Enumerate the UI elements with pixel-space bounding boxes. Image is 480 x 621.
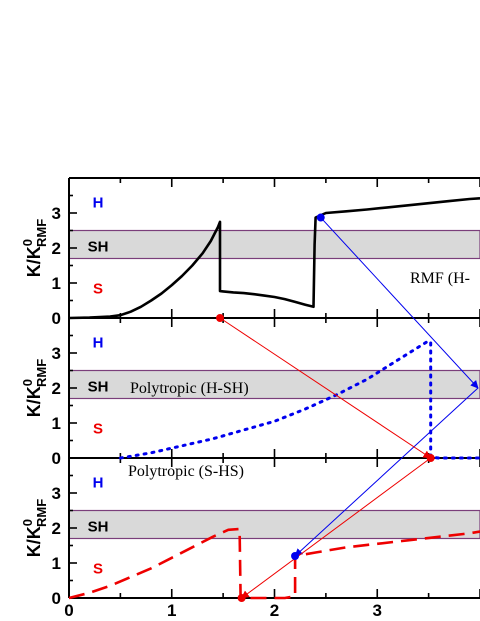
coexistence-band-rmf [68, 229, 480, 260]
region-label-rmf-H: H [93, 195, 104, 212]
y-tick-label-poly_hsh-1: 1 [52, 414, 61, 433]
x-tick-label-1: 1 [167, 601, 176, 620]
marker-rmf-0 [316, 213, 325, 222]
transition-arrow-0 [320, 217, 479, 389]
y-tick-label-poly_hsh-3: 3 [52, 344, 61, 363]
y-axis-label-poly_hsh: K/K0RMF [20, 359, 49, 417]
region-label-poly_hsh-S: S [93, 420, 103, 437]
marker-rmf-1 [216, 314, 225, 322]
y-tick-label-poly_hsh-0: 0 [52, 449, 61, 468]
transition-arrow-2 [219, 317, 432, 459]
axes-layer: 0 1 2 3 0 1 2 3 0 1 2 3 0 1 2 3 [52, 177, 480, 620]
arrows-layer [219, 217, 479, 599]
curve-poly_hsh-0 [118, 339, 480, 460]
y-tick-label-rmf-0: 0 [52, 309, 61, 328]
y-tick-label-poly_hsh-2: 2 [52, 379, 61, 398]
curve-poly_shs-0 [68, 527, 480, 600]
region-label-poly_hsh-H: H [93, 335, 104, 352]
region-label-poly_shs-S: S [93, 560, 103, 577]
x-tick-label-3: 3 [373, 601, 382, 620]
model-label-rmf: RMF (H- [410, 270, 470, 287]
region-label-poly_shs-H: H [93, 475, 104, 492]
y-tick-label-poly_shs-2: 2 [52, 519, 61, 538]
marker-poly_shs-0 [291, 552, 300, 560]
markers-layer [216, 213, 435, 602]
marker-poly_shs-1 [237, 594, 246, 602]
marker-poly_hsh-0 [426, 454, 435, 462]
y-axis-label-poly_shs: K/K0RMF [20, 499, 49, 557]
curve-rmf-0 [68, 197, 480, 320]
x-tick-label-2: 2 [270, 601, 279, 620]
region-label-rmf-SH: SH [88, 238, 109, 255]
y-tick-label-poly_shs-1: 1 [52, 554, 61, 573]
y-tick-label-rmf-1: 1 [52, 274, 61, 293]
region-label-rmf-S: S [93, 280, 103, 297]
y-tick-label-rmf-2: 2 [52, 239, 61, 258]
transition-arrow-1 [294, 387, 479, 557]
model-label-poly_hsh: Polytropic (H-SH) [130, 380, 249, 397]
y-axis-label-rmf: K/K0RMF [20, 219, 49, 277]
region-label-poly_shs-SH: SH [88, 518, 109, 535]
x-tick-label-0: 0 [64, 601, 73, 620]
transition-arrow-3 [240, 457, 431, 599]
y-tick-label-rmf-3: 3 [52, 204, 61, 223]
y-tick-label-poly_shs-0: 0 [52, 589, 61, 608]
coexistence-band-poly_hsh [68, 369, 480, 400]
y-tick-label-poly_shs-3: 3 [52, 484, 61, 503]
model-label-poly_shs: Polytropic (S-HS) [128, 463, 244, 480]
coexistence-band-poly_shs [68, 509, 480, 540]
region-label-poly_hsh-SH: SH [88, 378, 109, 395]
